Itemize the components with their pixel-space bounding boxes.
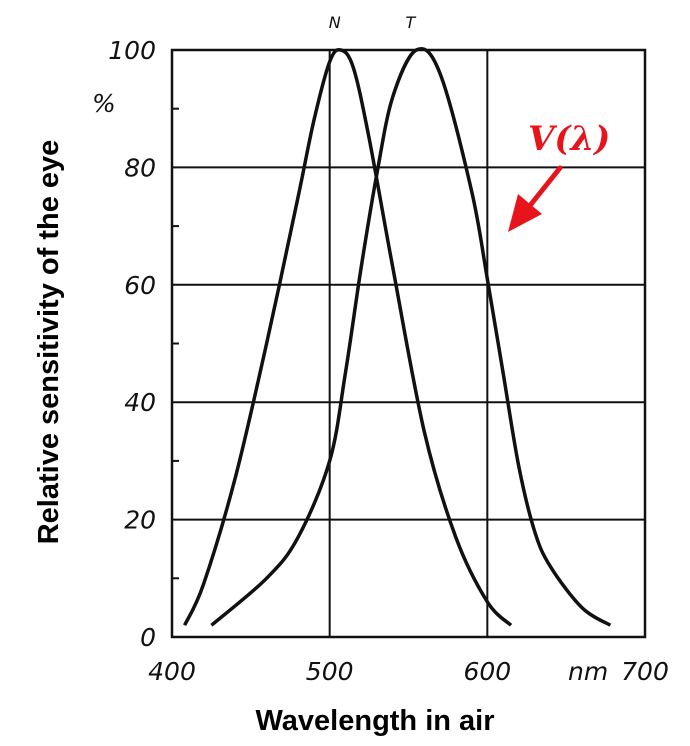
x-tick-700: 700: [621, 657, 669, 686]
y-tick-100: 100: [108, 36, 156, 65]
v-lambda-arrow-shaft: [525, 165, 563, 211]
curve-T: [210, 46, 612, 627]
y-tick-60: 60: [124, 271, 156, 300]
x-tick-500: 500: [306, 657, 354, 686]
x-tick-400: 400: [148, 657, 196, 686]
v-lambda-arrow-head: [508, 194, 542, 232]
curve-label-N: N: [329, 13, 341, 32]
y-tick-40: 40: [124, 388, 156, 417]
x-unit-label: nm: [568, 657, 608, 686]
y-tick-80: 80: [124, 153, 156, 182]
y-tick-0: 0: [140, 623, 156, 652]
tick-labels: 400 500 600 700 0 20 40 60 80 100: [108, 36, 669, 686]
v-lambda-label: V(λ): [528, 119, 610, 159]
grid: [172, 50, 645, 637]
y-axis-title: Relative sensitivity of the eye: [33, 140, 65, 545]
curves: [183, 46, 612, 627]
x-tick-600: 600: [463, 657, 511, 686]
v-lambda-annotation: V(λ): [508, 119, 610, 232]
y-unit-label: %: [92, 89, 116, 118]
plot-border: [170, 48, 647, 639]
x-axis-title: Wavelength in air: [255, 705, 494, 737]
curve-label-T: T: [405, 13, 416, 32]
y-tick-20: 20: [124, 506, 156, 535]
plot-frame: [170, 48, 647, 639]
curve-N: [183, 47, 513, 627]
